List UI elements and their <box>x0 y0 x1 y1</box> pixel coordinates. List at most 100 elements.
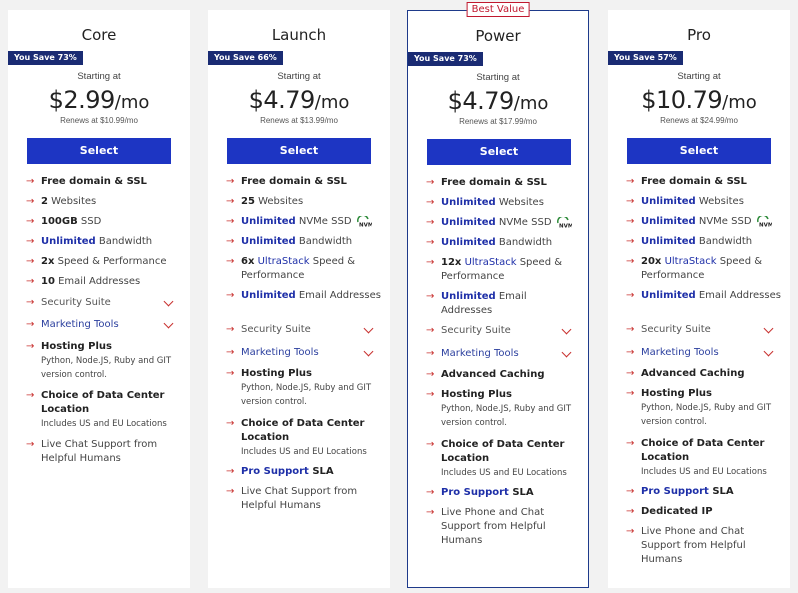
feature-hosting-plus: → Hosting Plus Python, Node.JS, Ruby and G… <box>426 389 572 428</box>
feature-email: → Unlimited Email Addresses <box>626 290 781 301</box>
chevron-down-icon[interactable] <box>561 347 572 358</box>
starting-at-label: Starting at <box>277 71 321 82</box>
feature-pro-support: → Pro Support SLA <box>226 466 334 477</box>
chevron-down-icon[interactable] <box>763 323 774 334</box>
arrow-right-icon: → <box>626 438 635 449</box>
plan-card-power: Best Value Power You Save 73% Starting a… <box>407 2 589 588</box>
starting-at-label: Starting at <box>677 71 721 82</box>
feature-marketing-tools-toggle[interactable]: → Marketing Tools <box>626 346 782 360</box>
feature-email: → Unlimited Email Addresses <box>426 291 527 316</box>
plan-name: Power <box>475 27 521 45</box>
chevron-down-icon[interactable] <box>561 324 572 335</box>
feature-free-domain: → Free domain & SSL <box>226 176 347 187</box>
arrow-right-icon: → <box>226 236 235 247</box>
feature-marketing-tools-toggle[interactable]: → Marketing Tools <box>426 347 580 361</box>
select-core-button[interactable]: Select <box>27 138 171 164</box>
arrow-right-icon: → <box>626 236 635 247</box>
arrow-right-icon: → <box>226 486 235 497</box>
price: $10.79/mo <box>608 86 790 114</box>
savings-badge: You Save 57% <box>608 51 683 65</box>
arrow-right-icon: → <box>426 348 435 359</box>
arrow-right-icon: → <box>26 236 35 247</box>
chevron-down-icon[interactable] <box>763 346 774 357</box>
arrow-right-icon: → <box>626 216 635 227</box>
feature-marketing-tools-toggle[interactable]: → Marketing Tools <box>226 346 382 360</box>
feature-websites: → 2 Websites <box>26 196 97 207</box>
nvme-badge-icon: NVMe <box>756 215 772 227</box>
arrow-right-icon: → <box>426 197 435 208</box>
feature-data-center: → Choice of Data Center Location Includes … <box>26 390 167 429</box>
svg-text:NVMe: NVMe <box>559 223 572 228</box>
select-pro-button[interactable]: Select <box>627 138 771 164</box>
feature-data-center: → Choice of Data Center Location Includes … <box>626 438 767 477</box>
feature-speed: → 6x UltraStack Speed & Performance <box>226 256 356 281</box>
price-amount: $4.79 <box>248 86 316 114</box>
savings-badge: You Save 73% <box>8 51 83 65</box>
price-period: /mo <box>513 93 549 114</box>
feature-bandwidth: → Unlimited Bandwidth <box>426 237 553 248</box>
arrow-right-icon: → <box>626 290 635 301</box>
svg-text:NVMe: NVMe <box>359 222 372 227</box>
arrow-right-icon: → <box>626 176 635 187</box>
arrow-right-icon: → <box>226 324 235 335</box>
feature-data-center: → Choice of Data Center Location Includes … <box>226 418 367 457</box>
chevron-down-icon[interactable] <box>363 323 374 334</box>
price: $2.99/mo <box>8 86 190 114</box>
arrow-right-icon: → <box>26 390 35 401</box>
feature-advanced-caching: → Advanced Caching <box>426 369 545 380</box>
select-launch-button[interactable]: Select <box>227 138 371 164</box>
nvme-badge-icon: NVMe <box>356 215 372 227</box>
arrow-right-icon: → <box>426 177 435 188</box>
price-period: /mo <box>114 92 150 113</box>
feature-advanced-caching: → Advanced Caching <box>626 368 745 379</box>
starting-at-label: Starting at <box>77 71 121 82</box>
feature-security-suite-toggle[interactable]: → Security Suite <box>226 323 382 337</box>
feature-speed: → 20x UltraStack Speed & Performance <box>626 256 763 281</box>
arrow-right-icon: → <box>226 368 235 379</box>
arrow-right-icon: → <box>226 176 235 187</box>
arrow-right-icon: → <box>226 196 235 207</box>
plan-card-pro: Pro You Save 57% Starting at $10.79/mo R… <box>608 10 790 588</box>
chevron-down-icon[interactable] <box>163 296 174 307</box>
arrow-right-icon: → <box>626 368 635 379</box>
feature-storage: →Unlimited NVMe SSDNVMe <box>226 215 382 229</box>
feature-websites: → Unlimited Websites <box>626 196 744 207</box>
arrow-right-icon: → <box>26 341 35 352</box>
select-power-button[interactable]: Select <box>427 139 571 165</box>
arrow-right-icon: → <box>426 389 435 400</box>
feature-speed: → 2x Speed & Performance <box>26 256 167 267</box>
arrow-right-icon: → <box>626 526 635 537</box>
feature-security-suite-toggle[interactable]: → Security Suite <box>626 323 782 337</box>
savings-badge: You Save 73% <box>408 52 483 66</box>
price: $4.79/mo <box>208 86 390 114</box>
feature-support: → Live Chat Support from Helpful Humans <box>226 486 358 511</box>
arrow-right-icon: → <box>626 486 635 497</box>
feature-hosting-plus: → Hosting Plus Python, Node.JS, Ruby and G… <box>626 388 772 427</box>
feature-hosting-plus: → Hosting Plus Python, Node.JS, Ruby and G… <box>226 368 372 407</box>
feature-security-suite-toggle[interactable]: → Security Suite <box>426 324 580 338</box>
feature-support: → Live Phone and Chat Support from Helpfu… <box>626 526 746 565</box>
arrow-right-icon: → <box>626 324 635 335</box>
arrow-right-icon: → <box>426 507 435 518</box>
arrow-right-icon: → <box>226 466 235 477</box>
price-amount: $4.79 <box>447 87 515 115</box>
feature-storage: →Unlimited NVMe SSDNVMe <box>626 215 782 229</box>
feature-email: → Unlimited Email Addresses <box>226 290 381 301</box>
plan-name: Pro <box>687 26 711 44</box>
plan-name: Launch <box>271 26 327 44</box>
chevron-down-icon[interactable] <box>163 318 174 329</box>
arrow-right-icon: → <box>426 439 435 450</box>
feature-security-suite-toggle[interactable]: → Security Suite <box>26 296 182 310</box>
plan-card-launch: Launch You Save 66% Starting at $4.79/mo… <box>208 10 390 588</box>
nvme-badge-icon: NVMe <box>556 216 572 228</box>
feature-storage: →Unlimited NVMe SSDNVMe <box>426 216 580 230</box>
feature-marketing-tools-toggle[interactable]: → Marketing Tools <box>26 318 182 332</box>
arrow-right-icon: → <box>226 216 235 227</box>
arrow-right-icon: → <box>426 369 435 380</box>
arrow-right-icon: → <box>226 418 235 429</box>
arrow-right-icon: → <box>226 256 235 267</box>
chevron-down-icon[interactable] <box>363 346 374 357</box>
arrow-right-icon: → <box>26 276 35 287</box>
arrow-right-icon: → <box>26 439 35 450</box>
price-period: /mo <box>722 92 757 113</box>
